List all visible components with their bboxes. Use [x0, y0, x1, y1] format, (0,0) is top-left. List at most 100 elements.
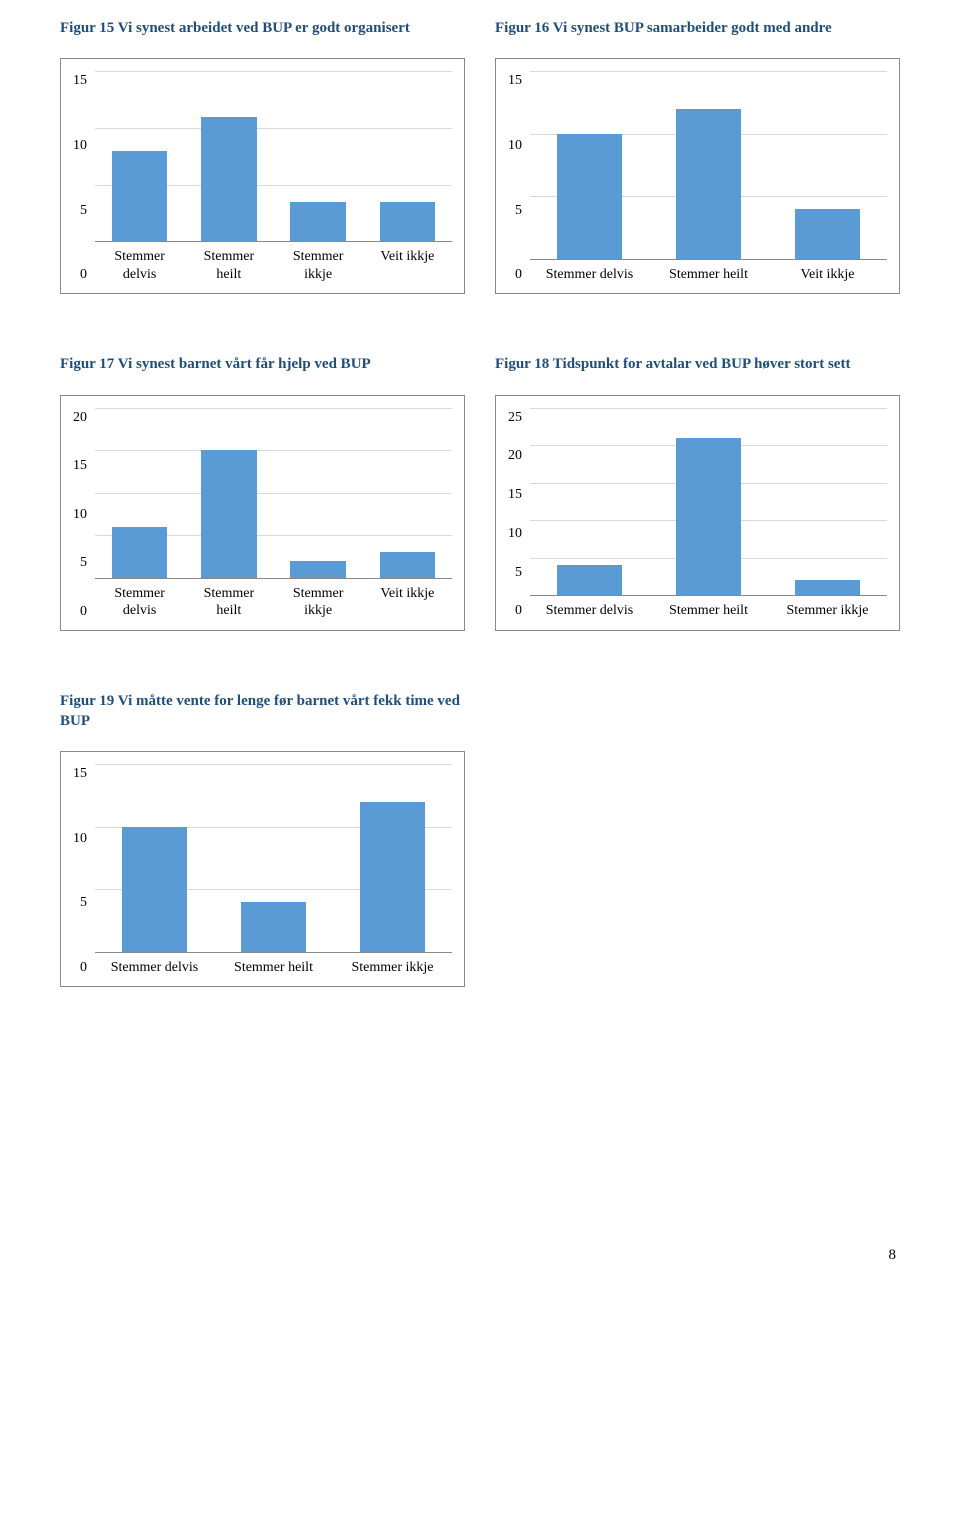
x-tick-label: Stemmer heilt: [649, 602, 768, 620]
y-tick-label: 10: [73, 507, 87, 523]
fig17-col: Figur 17 Vi synest barnet vårt får hjelp…: [60, 354, 465, 630]
fig18-title: Figur 18 Tidspunkt for avtalar ved BUP h…: [495, 354, 900, 374]
bar: [214, 764, 333, 952]
page-number: 8: [60, 1247, 900, 1264]
y-axis: 25 20 15 10 5 0: [508, 408, 530, 620]
y-tick-label: 20: [508, 448, 522, 464]
y-axis: 151050: [73, 764, 95, 976]
bar: [184, 71, 273, 241]
y-axis: 15 10 5 0: [508, 71, 530, 283]
bar-fill: [112, 527, 167, 578]
fig19-chart: 151050Stemmer delvisStemmer heiltStemmer…: [60, 751, 465, 987]
fig15-col: Figur 15 Vi synest arbeidet ved BUP er g…: [60, 18, 465, 294]
bar-fill: [201, 450, 256, 578]
fig15-chart: 151050StemmerdelvisStemmerheiltStemmerik…: [60, 58, 465, 294]
y-tick-label: 5: [515, 565, 522, 581]
bar-fill: [557, 134, 622, 259]
y-tick-label: 0: [80, 960, 87, 976]
plot-area: [95, 764, 452, 953]
y-tick-label: 25: [508, 410, 522, 426]
bar: [363, 408, 452, 578]
bar: [184, 408, 273, 578]
y-tick-label: 10: [73, 138, 87, 154]
bar: [274, 71, 363, 241]
bar: [274, 408, 363, 578]
y-tick-label: 15: [508, 487, 522, 503]
fig17-title: Figur 17 Vi synest barnet vårt får hjelp…: [60, 354, 465, 374]
x-tick-label: Stemmerikkje: [274, 585, 363, 620]
x-tick-label: Stemmer heilt: [649, 266, 768, 284]
fig16-col: Figur 16 Vi synest BUP samarbeider godt …: [495, 18, 900, 294]
bar: [530, 71, 649, 259]
bar-fill: [795, 209, 860, 259]
bar-fill: [380, 202, 435, 242]
bars-container: [530, 71, 887, 259]
bar: [530, 408, 649, 596]
x-tick-label: Stemmerdelvis: [95, 248, 184, 283]
bar: [649, 408, 768, 596]
bar-fill: [122, 827, 187, 952]
bar-fill: [795, 580, 860, 595]
x-axis: Stemmer delvisStemmer heiltStemmer ikkje: [530, 596, 887, 620]
bar: [95, 764, 214, 952]
y-tick-label: 10: [508, 138, 522, 154]
row-1: Figur 15 Vi synest arbeidet ved BUP er g…: [60, 18, 900, 294]
y-tick-label: 5: [515, 203, 522, 219]
bar: [95, 408, 184, 578]
y-tick-label: 15: [73, 766, 87, 782]
bar: [95, 71, 184, 241]
bar-fill: [557, 565, 622, 595]
fig16-chart: 15 10 5 0 Stemmer delvisStemmer heiltVeit ik…: [495, 58, 900, 294]
bar: [363, 71, 452, 241]
y-tick-label: 0: [515, 603, 522, 619]
y-tick-label: 15: [73, 458, 87, 474]
bars-container: [95, 71, 452, 241]
fig19-title: Figur 19 Vi måtte vente for lenge før ba…: [60, 691, 465, 732]
x-axis: Stemmer delvisStemmer heiltVeit ikkje: [530, 260, 887, 284]
fig15-title: Figur 15 Vi synest arbeidet ved BUP er g…: [60, 18, 465, 38]
bars-container: [95, 764, 452, 952]
bar: [649, 71, 768, 259]
y-tick-label: 15: [508, 73, 522, 89]
row-2: Figur 17 Vi synest barnet vårt får hjelp…: [60, 354, 900, 630]
x-tick-label: Veit ikkje: [363, 585, 452, 620]
y-axis: 20 15 10 5 0: [73, 408, 95, 620]
plot-area: [530, 408, 887, 597]
y-tick-label: 20: [73, 410, 87, 426]
fig17-chart: 20 15 10 5 0 StemmerdelvisStemmerheiltStemmer…: [60, 395, 465, 631]
bars-container: [95, 408, 452, 578]
x-axis: StemmerdelvisStemmerheiltStemmerikkjeVei…: [95, 579, 452, 620]
x-tick-label: Stemmer ikkje: [333, 959, 452, 977]
x-tick-label: Stemmerheilt: [184, 248, 273, 283]
fig19-col: Figur 19 Vi måtte vente for lenge før ba…: [60, 691, 465, 988]
y-tick-label: 10: [508, 526, 522, 542]
y-tick-label: 0: [80, 604, 87, 620]
x-tick-label: Veit ikkje: [768, 266, 887, 284]
y-axis: 151050: [73, 71, 95, 283]
x-tick-label: Stemmer ikkje: [768, 602, 887, 620]
row-3: Figur 19 Vi måtte vente for lenge før ba…: [60, 691, 900, 988]
y-tick-label: 0: [515, 267, 522, 283]
x-tick-label: Veit ikkje: [363, 248, 452, 283]
x-axis: Stemmer delvisStemmer heiltStemmer ikkje: [95, 953, 452, 977]
x-tick-label: Stemmerdelvis: [95, 585, 184, 620]
y-tick-label: 5: [80, 555, 87, 571]
bar-fill: [112, 151, 167, 242]
y-tick-label: 0: [80, 267, 87, 283]
bar-fill: [290, 561, 345, 578]
bar-fill: [201, 117, 256, 242]
fig18-col: Figur 18 Tidspunkt for avtalar ved BUP h…: [495, 354, 900, 630]
bar-fill: [360, 802, 425, 952]
bar-fill: [241, 902, 306, 952]
x-axis: StemmerdelvisStemmerheiltStemmerikkjeVei…: [95, 242, 452, 283]
plot-area: [95, 71, 452, 242]
bar: [768, 408, 887, 596]
bar-fill: [380, 552, 435, 578]
empty-col: [495, 691, 900, 988]
bar-fill: [676, 109, 741, 259]
x-tick-label: Stemmer heilt: [214, 959, 333, 977]
y-tick-label: 15: [73, 73, 87, 89]
y-tick-label: 5: [80, 895, 87, 911]
x-tick-label: Stemmer delvis: [95, 959, 214, 977]
bars-container: [530, 408, 887, 596]
